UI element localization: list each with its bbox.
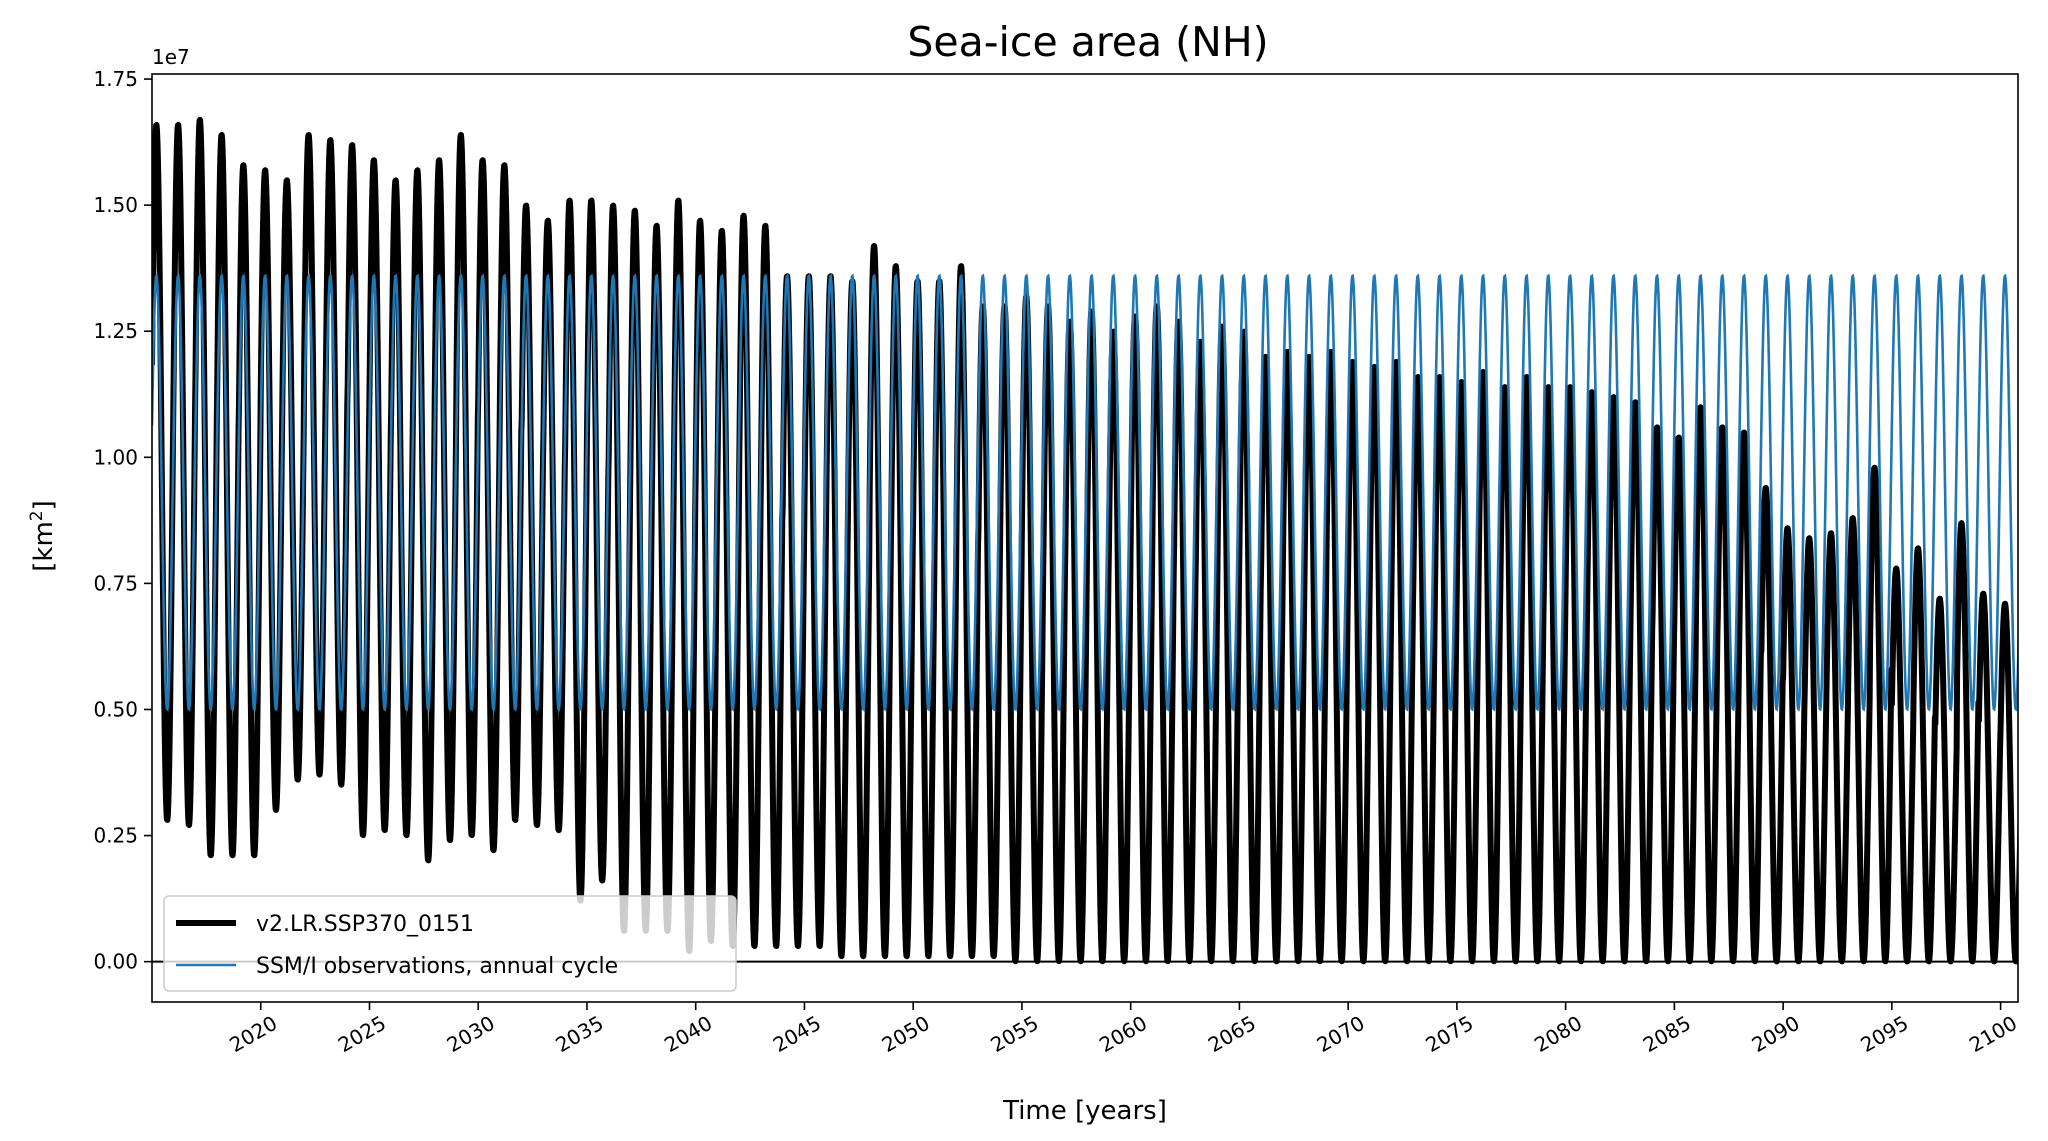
legend: v2.LR.SSP370_0151 SSM/I observations, an… [163, 895, 737, 992]
y-tick-label: 0.75 [93, 571, 138, 595]
y-axis-label-base: [km [29, 521, 59, 572]
y-tick-label: 1.00 [93, 445, 138, 469]
legend-label-observations: SSM/I observations, annual cycle [256, 954, 618, 979]
y-axis-offset-text: 1e7 [152, 45, 190, 69]
x-tick-label: 2095 [1856, 1011, 1912, 1057]
x-tick-label: 2060 [1095, 1011, 1151, 1057]
x-tick-label: 2045 [769, 1011, 825, 1057]
chart-title: Sea-ice area (NH) [907, 18, 1268, 66]
x-tick-label: 2075 [1421, 1011, 1477, 1057]
x-tick-label: 2020 [225, 1011, 281, 1057]
model-series-line [152, 116, 2018, 965]
x-tick-label: 2070 [1313, 1011, 1369, 1057]
y-axis-label: [km2] [27, 500, 59, 572]
x-tick-label: 2025 [334, 1011, 390, 1057]
y-tick-label: 0.00 [93, 950, 138, 974]
x-tick-label: 2055 [986, 1011, 1042, 1057]
y-axis-label-superscript: 2 [27, 510, 47, 521]
x-tick-label: 2065 [1204, 1011, 1260, 1057]
observations-series-line [152, 273, 2018, 712]
x-tick-label: 2030 [443, 1011, 499, 1057]
x-axis-label: Time [years] [1002, 1096, 1167, 1126]
y-tick-label: 1.75 [93, 67, 138, 91]
x-tick-label: 2100 [1965, 1011, 2021, 1057]
y-tick-label: 1.50 [93, 193, 138, 217]
x-tick-label: 2035 [551, 1011, 607, 1057]
x-tick-label: 2080 [1530, 1011, 1586, 1057]
y-tick-label: 0.25 [93, 824, 138, 848]
plot-frame [151, 73, 2019, 1003]
x-tick-label: 2050 [878, 1011, 934, 1057]
y-tick-label: 1.25 [93, 319, 138, 343]
y-tick-label: 0.50 [93, 697, 138, 721]
x-tick-label: 2090 [1748, 1011, 1804, 1057]
legend-label-model: v2.LR.SSP370_0151 [256, 912, 474, 937]
y-axis-label-end: ] [29, 500, 59, 510]
legend-box [163, 895, 737, 992]
x-tick-label: 2040 [660, 1011, 716, 1057]
x-tick-label: 2085 [1639, 1011, 1695, 1057]
